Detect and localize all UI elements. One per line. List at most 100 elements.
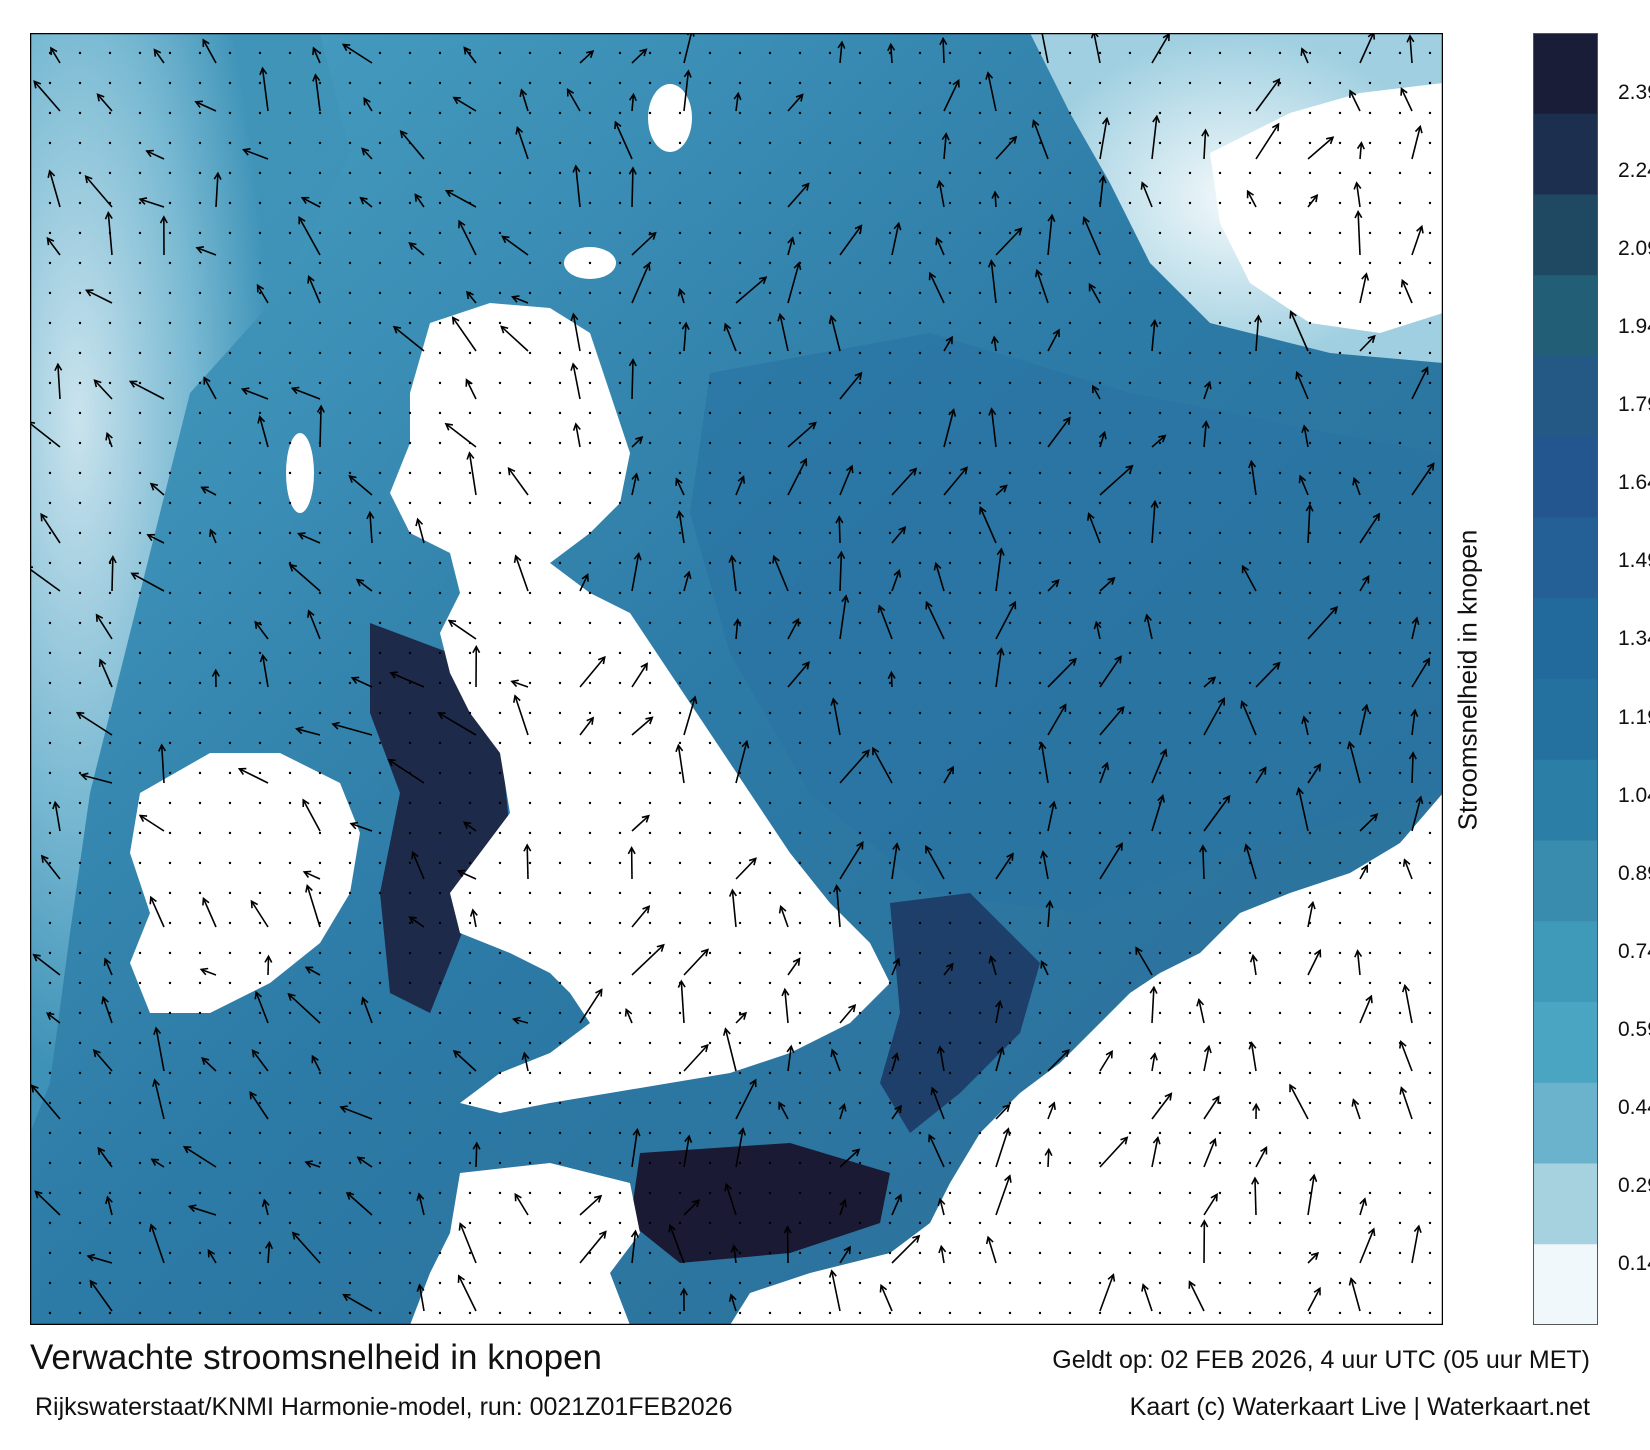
grid-point	[78, 801, 82, 805]
grid-point	[588, 771, 592, 775]
grid-point	[1308, 381, 1312, 385]
vector-arrow	[1411, 752, 1414, 784]
grid-point	[558, 411, 562, 415]
grid-point	[138, 141, 142, 145]
grid-point	[408, 1221, 412, 1225]
grid-point	[78, 831, 82, 835]
vector-arrowhead	[209, 528, 217, 538]
vector-arrowhead	[408, 241, 417, 250]
grid-point	[288, 921, 292, 925]
vector-arrow	[40, 513, 61, 544]
vector-arrow	[251, 1049, 269, 1072]
grid-point	[1278, 1041, 1282, 1045]
grid-point	[918, 231, 922, 235]
vector-arrowhead	[97, 1146, 106, 1156]
grid-point	[948, 291, 952, 295]
vector-arrow	[1047, 1049, 1070, 1072]
grid-point	[798, 591, 802, 595]
grid-point	[288, 381, 292, 385]
grid-point	[1398, 801, 1402, 805]
grid-point	[798, 81, 802, 85]
grid-point	[498, 651, 502, 655]
grid-point	[1368, 531, 1372, 535]
grid-point	[708, 531, 712, 535]
grid-point	[258, 471, 262, 475]
grid-point	[648, 771, 652, 775]
grid-point	[198, 1071, 202, 1075]
vector-arrowhead	[1361, 272, 1370, 281]
grid-point	[348, 1041, 352, 1045]
grid-point	[498, 1281, 502, 1285]
vector-arrowhead	[349, 821, 359, 830]
vector-arrow	[261, 655, 269, 688]
vector-arrow	[1290, 311, 1309, 352]
grid-point	[138, 1011, 142, 1015]
grid-point	[1338, 1191, 1342, 1195]
grid-point	[1218, 801, 1222, 805]
grid-point	[1308, 411, 1312, 415]
grid-point	[1368, 1041, 1372, 1045]
grid-point	[438, 51, 442, 55]
colorbar-band	[1533, 33, 1598, 115]
grid-point	[1308, 111, 1312, 115]
vector-arrow	[1151, 795, 1164, 832]
vector-arrowhead	[311, 1054, 319, 1064]
grid-point	[48, 111, 52, 115]
grid-point	[1308, 1101, 1312, 1105]
grid-point	[1008, 591, 1012, 595]
grid-point	[138, 831, 142, 835]
grid-point	[228, 81, 232, 85]
grid-point	[138, 1101, 142, 1105]
grid-point	[828, 621, 832, 625]
vector-arrowhead	[1203, 380, 1212, 390]
vector-arrow	[99, 659, 113, 688]
vector-arrowhead	[195, 246, 205, 254]
grid-point	[948, 231, 952, 235]
vector-arrowhead	[988, 407, 997, 416]
vector-arrow	[350, 822, 373, 832]
grid-point	[258, 591, 262, 595]
grid-point	[648, 861, 652, 865]
vector-arrowhead	[1248, 1041, 1257, 1050]
grid-point	[1038, 501, 1042, 505]
grid-point	[138, 51, 142, 55]
grid-point	[1308, 231, 1312, 235]
grid-point	[948, 621, 952, 625]
grid-point	[258, 141, 262, 145]
vector-arrowhead	[692, 1199, 701, 1208]
grid-point	[258, 81, 262, 85]
vector-arrow	[891, 223, 900, 256]
grid-point	[228, 1101, 232, 1105]
grid-point	[1248, 561, 1252, 565]
vector-arrowhead	[1410, 708, 1419, 718]
grid-point	[78, 651, 82, 655]
grid-point	[468, 171, 472, 175]
grid-point	[888, 261, 892, 265]
grid-point	[588, 831, 592, 835]
grid-point	[1338, 501, 1342, 505]
grid-point	[378, 831, 382, 835]
vector-arrow	[203, 377, 217, 400]
grid-point	[948, 501, 952, 505]
grid-point	[888, 561, 892, 565]
colorbar-tick-label: 0.74	[1618, 939, 1650, 963]
grid-point	[438, 471, 442, 475]
vector-arrow	[942, 38, 945, 64]
vector-arrowhead	[1313, 948, 1322, 958]
grid-point	[1008, 1191, 1012, 1195]
vector-arrow	[779, 314, 789, 352]
vector-arrowhead	[988, 954, 997, 964]
grid-point	[888, 81, 892, 85]
grid-point	[378, 1281, 382, 1285]
current-speed-map[interactable]	[30, 33, 1443, 1325]
vector-arrowhead	[408, 916, 417, 924]
vector-arrowhead	[891, 1052, 900, 1061]
grid-point	[558, 381, 562, 385]
vector-arrow	[839, 595, 847, 640]
grid-point	[168, 1101, 172, 1105]
vector-arrow	[891, 1235, 920, 1264]
grid-point	[918, 921, 922, 925]
grid-point	[1068, 1071, 1072, 1075]
grid-point	[1068, 981, 1072, 985]
vector-arrow	[891, 526, 906, 544]
